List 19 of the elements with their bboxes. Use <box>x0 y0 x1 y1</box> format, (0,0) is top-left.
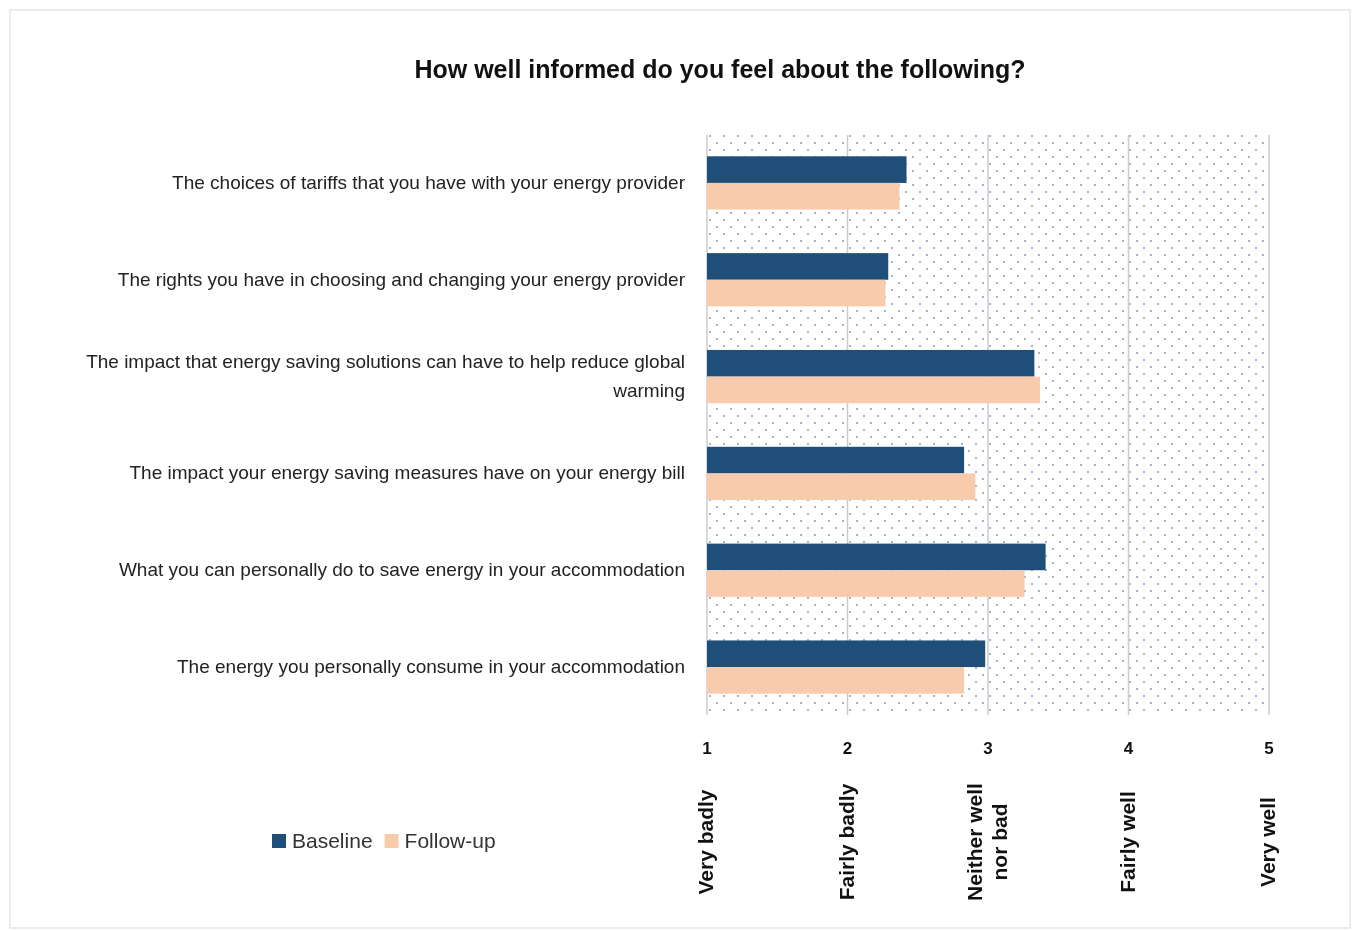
text: Very badly <box>694 789 717 895</box>
legend-label: Baseline <box>292 829 373 852</box>
chart-title: How well informed do you feel about the following? <box>414 55 1026 83</box>
text: Very well <box>1256 797 1279 887</box>
y-tick-label: The impact that energy saving solutions can have to help reduce global warming <box>86 351 685 402</box>
legend-label: Follow-up <box>404 829 496 852</box>
y-tick-label: The impact your energy saving measures have on your energy bill <box>129 462 685 484</box>
x-tick-label: 5 <box>1264 739 1274 758</box>
text: Neither well nor bad <box>963 783 1011 901</box>
y-tick-label: What you can personally do to save energy in your accommodation <box>118 559 685 581</box>
y-tick-label: The choices of tariffs that you have with your energy provider <box>172 171 686 193</box>
text: Fairly well <box>1115 791 1139 893</box>
x-tick-label: 4 <box>1123 739 1134 758</box>
x-tick-label: 2 <box>842 739 853 758</box>
y-tick-label: The rights you have in choosing and changing your energy provider <box>117 268 686 290</box>
x-tick-label: 3 <box>983 739 993 758</box>
y-tick-label: The energy you personally consume in your accommodation <box>177 656 685 678</box>
x-tick-label: 1 <box>702 739 712 758</box>
text: Fairly badly <box>834 783 858 901</box>
